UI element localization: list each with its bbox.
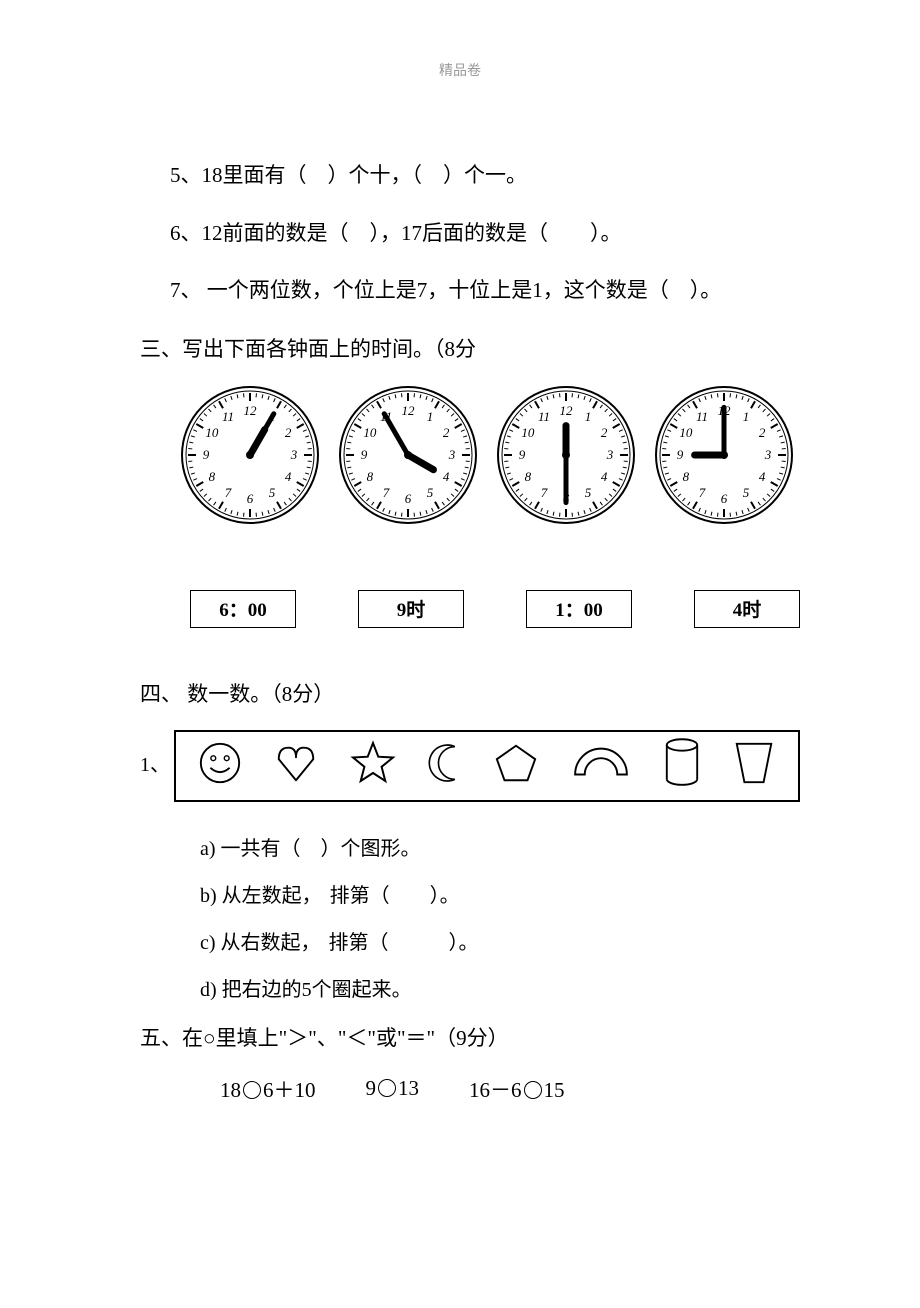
svg-text:7: 7: [699, 485, 706, 500]
circle-icon: [378, 1079, 396, 1097]
svg-text:8: 8: [525, 469, 532, 484]
content-area: 5、18里面有（ ）个十，（ ）个一。 6、12前面的数是（ ），17后面的数是…: [0, 160, 920, 1104]
shapes-row: 1、: [140, 730, 800, 802]
sub-b-pre: b) 从左数起，: [200, 879, 322, 908]
star-icon: [349, 739, 397, 792]
section-5-title: 五、在○里填上"＞"、"＜"或"＝"（9分）: [140, 1022, 800, 1052]
svg-text:7: 7: [541, 485, 548, 500]
svg-text:7: 7: [225, 485, 232, 500]
svg-text:6: 6: [247, 491, 254, 506]
svg-text:5: 5: [269, 485, 276, 500]
question-5: 5、18里面有（ ）个十，（ ）个一。: [170, 160, 800, 192]
crescent-icon: [427, 741, 463, 790]
sub-question-b: b) 从左数起， 排第（ ）。: [200, 879, 800, 908]
question-6: 6、12前面的数是（ ），17后面的数是（ ）。: [170, 218, 800, 250]
svg-text:8: 8: [683, 469, 690, 484]
heart-icon: [273, 740, 319, 791]
svg-text:4: 4: [759, 469, 766, 484]
compare-item-1: 186＋10: [220, 1074, 316, 1104]
compare-row: 186＋10 913 16－615: [220, 1074, 800, 1104]
sub-c-post: 排第（ ）。: [329, 926, 479, 955]
svg-text:4: 4: [443, 469, 450, 484]
svg-text:10: 10: [679, 425, 693, 440]
sub-b-post: 排第（ ）。: [330, 879, 460, 908]
shapes-box: [174, 730, 800, 802]
svg-text:12: 12: [560, 403, 574, 418]
svg-text:9: 9: [203, 447, 210, 462]
svg-text:8: 8: [209, 469, 216, 484]
svg-text:12: 12: [244, 403, 258, 418]
clock-2: 123456789101112: [338, 385, 478, 530]
svg-text:6: 6: [721, 491, 728, 506]
clock-1: 123456789101112: [180, 385, 320, 530]
answer-box-4: 4时: [694, 590, 800, 628]
sub-question-a: a) 一共有（ ）个图形。: [200, 832, 800, 861]
svg-text:2: 2: [285, 425, 292, 440]
svg-text:2: 2: [759, 425, 766, 440]
smiley-icon: [197, 740, 243, 791]
sub-question-d: d) 把右边的5个圈起来。: [200, 973, 800, 1002]
svg-text:7: 7: [383, 485, 390, 500]
clock-3: 123456789101112: [496, 385, 636, 530]
svg-text:3: 3: [764, 447, 772, 462]
svg-text:2: 2: [443, 425, 450, 440]
svg-text:1: 1: [743, 408, 750, 423]
svg-text:4: 4: [285, 469, 292, 484]
answer-box-3: 1：00: [526, 590, 632, 628]
svg-text:11: 11: [696, 408, 708, 423]
clock-4: 123456789101112: [654, 385, 794, 530]
sub-a-text: a) 一共有（ ）个图形。: [200, 832, 421, 861]
svg-text:11: 11: [222, 408, 234, 423]
svg-text:3: 3: [448, 447, 456, 462]
sub-d-text: d) 把右边的5个圈起来。: [200, 973, 412, 1002]
section-4-title: 四、 数一数。（8分）: [140, 678, 800, 708]
svg-text:9: 9: [361, 447, 368, 462]
svg-text:9: 9: [519, 447, 526, 462]
svg-text:5: 5: [743, 485, 750, 500]
svg-text:10: 10: [521, 425, 535, 440]
section-3-title: 三、写出下面各钟面上的时间。（8分: [140, 333, 800, 363]
compare-item-3: 16－615: [469, 1074, 565, 1104]
cup-icon: [731, 738, 777, 793]
svg-text:10: 10: [205, 425, 219, 440]
svg-text:6: 6: [405, 491, 412, 506]
svg-text:3: 3: [606, 447, 614, 462]
cylinder-icon: [663, 737, 701, 794]
arch-icon: [569, 740, 633, 791]
answer-row: 6：00 9时 1：00 4时: [190, 590, 800, 628]
clocks-row: 1234567891011121234567891011121234567891…: [180, 385, 800, 530]
svg-text:5: 5: [427, 485, 434, 500]
compare-item-2: 913: [366, 1076, 420, 1101]
svg-text:1: 1: [427, 408, 434, 423]
circle-icon: [243, 1081, 261, 1099]
sub-c-pre: c) 从右数起，: [200, 926, 321, 955]
svg-text:3: 3: [290, 447, 298, 462]
svg-text:1: 1: [585, 408, 592, 423]
page-header: 精品卷: [0, 60, 920, 80]
page: 精品卷 5、18里面有（ ）个十，（ ）个一。 6、12前面的数是（ ），17后…: [0, 0, 920, 1308]
svg-text:9: 9: [677, 447, 684, 462]
shapes-label: 1、: [140, 748, 170, 777]
svg-text:12: 12: [402, 403, 416, 418]
svg-text:4: 4: [601, 469, 608, 484]
sub-question-c: c) 从右数起， 排第（ ）。: [200, 926, 800, 955]
circle-icon: [524, 1081, 542, 1099]
pentagon-icon: [493, 740, 539, 791]
svg-text:11: 11: [538, 408, 550, 423]
answer-box-2: 9时: [358, 590, 464, 628]
question-7: 7、 一个两位数，个位上是7，十位上是1，这个数是（ ）。: [170, 275, 800, 307]
svg-text:5: 5: [585, 485, 592, 500]
svg-text:10: 10: [363, 425, 377, 440]
svg-text:2: 2: [601, 425, 608, 440]
svg-text:8: 8: [367, 469, 374, 484]
answer-box-1: 6：00: [190, 590, 296, 628]
